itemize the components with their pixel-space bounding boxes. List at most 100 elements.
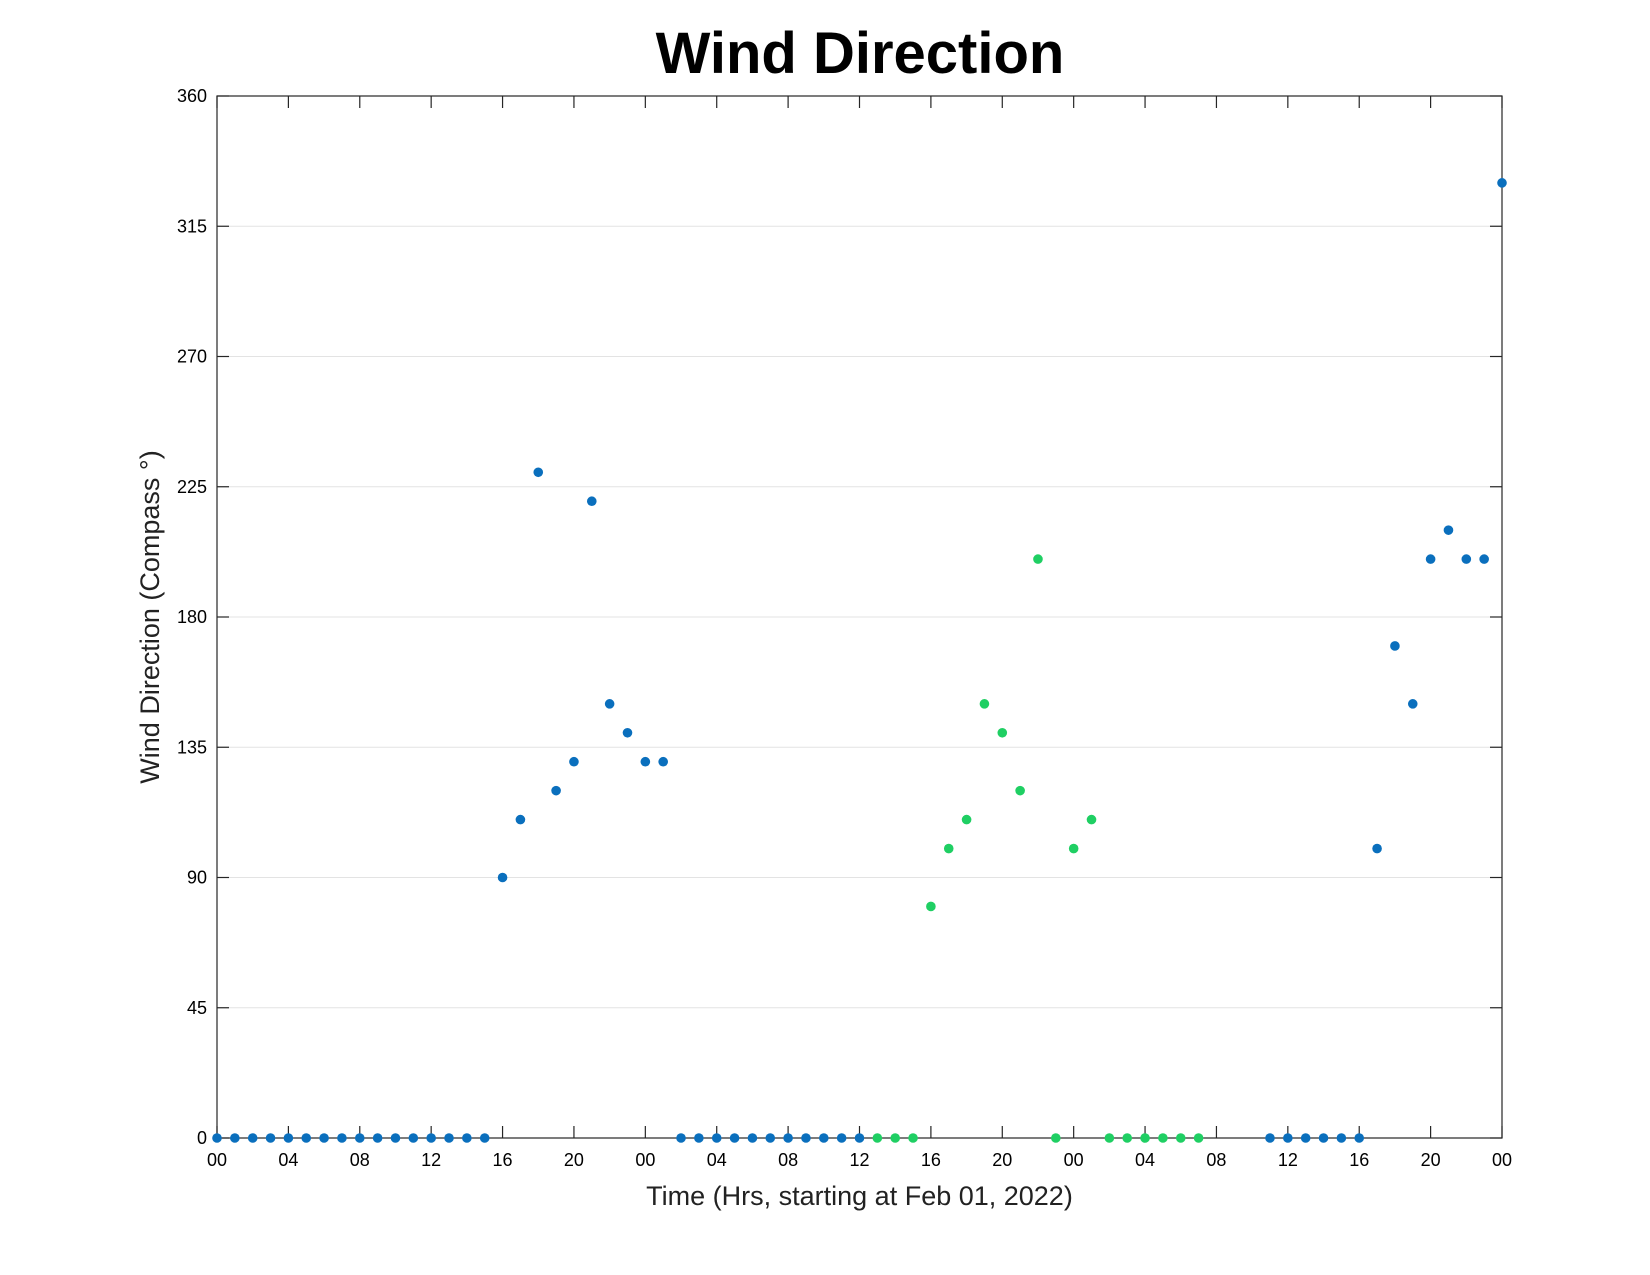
x-tick-labels: 00 04 08 12 16 20 00 04 08 12 16 20 00 04 08 12 16 20 00	[207, 1150, 1512, 1170]
data-point	[1068, 843, 1079, 854]
data-point	[1300, 1133, 1311, 1143]
x-tick-label: 16	[921, 1150, 941, 1170]
data-point	[926, 901, 936, 912]
data-point	[337, 1133, 347, 1143]
data-point	[390, 1133, 401, 1143]
data-point	[640, 756, 651, 767]
y-tick-labels: 0 45 90 135 180 225 270 315 360	[177, 86, 207, 1148]
data-point	[1407, 699, 1418, 709]
data-point	[1461, 554, 1472, 564]
grid-lines	[217, 225, 1502, 1009]
data-point	[515, 814, 526, 825]
y-tick-label: 225	[177, 477, 207, 497]
data-point	[301, 1133, 312, 1143]
data-point	[783, 1133, 793, 1143]
x-tick-label: 20	[564, 1150, 584, 1170]
data-point	[1354, 1133, 1365, 1143]
data-point	[854, 1133, 865, 1143]
data-point	[462, 1133, 472, 1143]
data-point	[694, 1133, 704, 1143]
data-point	[729, 1133, 740, 1143]
data-point	[622, 727, 633, 738]
y-tick-label: 315	[177, 216, 207, 236]
data-point	[997, 727, 1008, 738]
x-axis-label: Time (Hrs, starting at Feb 01, 2022)	[646, 1181, 1073, 1211]
data-points	[212, 178, 1507, 1143]
data-point	[1372, 843, 1382, 854]
y-tick-label: 90	[187, 868, 207, 888]
data-point	[247, 1133, 258, 1143]
x-tick-label: 04	[278, 1150, 298, 1170]
x-tick-label: 08	[350, 1150, 370, 1170]
data-point	[283, 1133, 294, 1143]
data-point	[230, 1133, 240, 1143]
data-point	[908, 1133, 918, 1143]
data-point	[408, 1133, 419, 1143]
x-tick-label: 08	[778, 1150, 798, 1170]
data-point	[819, 1133, 829, 1143]
data-point	[354, 1133, 365, 1143]
x-tick-label: 08	[1206, 1150, 1226, 1170]
data-point	[676, 1133, 686, 1143]
x-tick-label: 00	[1492, 1150, 1512, 1170]
data-point	[533, 467, 544, 478]
data-point	[1265, 1133, 1275, 1143]
y-tick-label: 360	[177, 86, 207, 106]
x-tick-label: 12	[1278, 1150, 1298, 1170]
x-tick-label: 20	[1421, 1150, 1441, 1170]
x-tick-label: 00	[207, 1150, 227, 1170]
data-point	[1158, 1133, 1168, 1143]
x-tick-label: 16	[1349, 1150, 1369, 1170]
x-tick-label: 00	[1064, 1150, 1084, 1170]
data-point	[1497, 178, 1507, 188]
y-tick-label: 45	[187, 998, 207, 1018]
data-point	[479, 1133, 490, 1143]
x-tick-label: 04	[1135, 1150, 1155, 1170]
data-point	[551, 785, 561, 796]
data-point	[711, 1133, 722, 1143]
data-point	[1390, 641, 1400, 651]
data-point	[444, 1133, 454, 1143]
data-point	[569, 756, 579, 767]
data-point	[319, 1133, 329, 1143]
data-point	[1140, 1133, 1150, 1143]
data-point	[658, 756, 668, 767]
data-point	[801, 1133, 811, 1143]
data-point	[1479, 554, 1489, 564]
y-tick-label: 135	[177, 737, 207, 757]
data-point	[1015, 785, 1025, 796]
y-tick-label: 270	[177, 347, 207, 367]
y-axis-label: Wind Direction (Compass °)	[135, 450, 165, 783]
data-point	[604, 699, 615, 709]
data-point	[943, 843, 954, 854]
x-tick-label: 12	[421, 1150, 441, 1170]
data-point	[426, 1133, 436, 1143]
data-point	[1336, 1133, 1347, 1143]
y-tick-label: 180	[177, 607, 207, 627]
data-point	[586, 496, 597, 507]
data-point	[872, 1133, 883, 1143]
data-point	[747, 1133, 758, 1143]
data-point	[265, 1133, 276, 1143]
x-tick-label: 00	[635, 1150, 655, 1170]
data-point	[1051, 1133, 1061, 1143]
chart-title: Wind Direction	[656, 21, 1065, 86]
data-point	[1175, 1133, 1186, 1143]
x-tick-label: 04	[707, 1150, 727, 1170]
x-tick-label: 20	[992, 1150, 1012, 1170]
x-tick-label: 16	[493, 1150, 513, 1170]
data-point	[890, 1133, 900, 1143]
y-tick-label: 0	[197, 1128, 207, 1148]
data-point	[1086, 814, 1097, 825]
data-point	[1318, 1133, 1329, 1143]
data-point	[1122, 1133, 1133, 1143]
data-point	[765, 1133, 776, 1143]
data-point	[1033, 554, 1043, 564]
data-point	[1283, 1133, 1293, 1143]
data-point	[961, 814, 972, 825]
axis-ticks	[216, 95, 1503, 1139]
data-point	[1104, 1133, 1115, 1143]
data-point	[497, 872, 508, 883]
x-tick-label: 12	[849, 1150, 869, 1170]
